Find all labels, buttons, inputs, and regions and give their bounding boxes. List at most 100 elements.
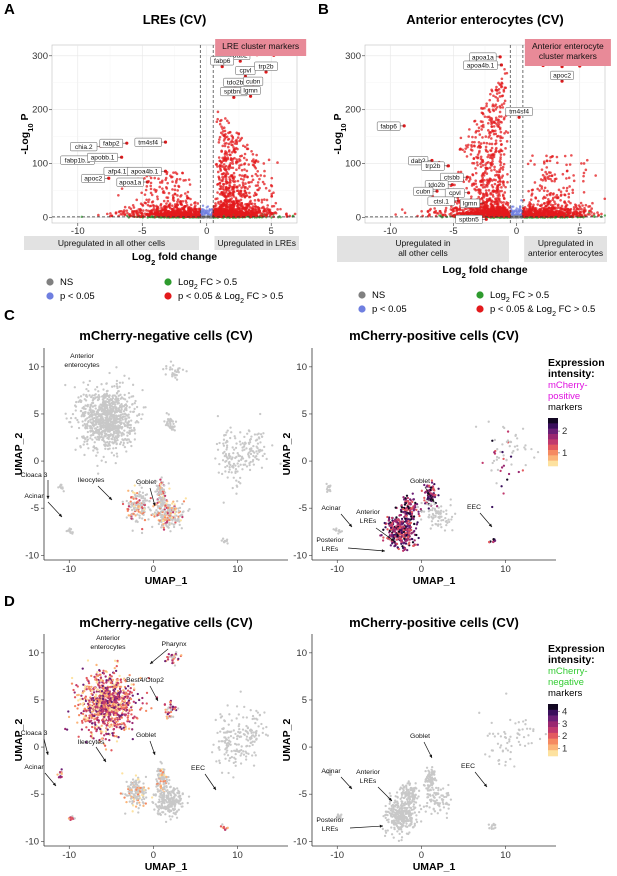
- point-sig: [239, 198, 243, 202]
- point-sig: [548, 212, 552, 215]
- gene-label: cpvl: [240, 68, 252, 75]
- point-sig: [553, 206, 557, 209]
- x-tick-label: 0: [204, 226, 209, 237]
- cell-point: [74, 448, 77, 451]
- point-sig: [251, 210, 254, 213]
- point-p: [520, 199, 523, 202]
- gene-label: cpvl: [449, 190, 461, 197]
- point-sig: [483, 206, 487, 210]
- point-sig: [489, 178, 493, 181]
- point-sig: [230, 157, 233, 161]
- point-sig: [171, 210, 175, 213]
- point-sig: [484, 189, 488, 192]
- point-sig: [488, 142, 491, 146]
- cell-point: [86, 430, 90, 434]
- point-sig: [151, 200, 155, 203]
- cell-point: [116, 455, 119, 458]
- point-sig: [481, 205, 484, 209]
- point-sig: [156, 209, 160, 213]
- point-sig: [235, 198, 238, 201]
- point-sig: [473, 119, 477, 123]
- point-sig: [493, 200, 496, 204]
- point-sig: [487, 115, 491, 119]
- point-sig: [263, 182, 266, 186]
- point-sig: [232, 171, 236, 175]
- point-sig: [487, 136, 491, 139]
- point-sig: [246, 147, 250, 151]
- point-sig: [486, 209, 489, 213]
- point-sig: [231, 162, 235, 165]
- point-sig: [485, 194, 489, 197]
- point-sig: [496, 99, 500, 102]
- point-sig: [469, 211, 472, 215]
- point-sig: [171, 188, 174, 191]
- point-sig: [498, 150, 501, 154]
- gene-label: lgmn: [243, 88, 258, 95]
- point-sig: [236, 136, 240, 139]
- point-sig: [475, 123, 479, 126]
- cell-point: [104, 460, 107, 464]
- point-sig: [216, 183, 219, 186]
- point-sig: [186, 196, 189, 200]
- point-sig: [214, 202, 217, 205]
- point-sig: [471, 173, 475, 177]
- point-sig: [219, 200, 223, 204]
- point-sig: [543, 186, 547, 190]
- point-sig: [496, 203, 499, 207]
- point-sig: [547, 201, 551, 205]
- point-sig: [506, 203, 510, 207]
- point-sig: [543, 210, 547, 214]
- point-sig: [241, 181, 245, 184]
- point-p: [517, 209, 521, 213]
- point-sig: [478, 189, 482, 193]
- point-sig: [434, 209, 438, 213]
- point-sig: [539, 215, 543, 218]
- point-sig: [494, 149, 498, 153]
- point-sig: [228, 191, 231, 195]
- y-tick-label: -5: [31, 503, 39, 514]
- point-sig: [236, 207, 240, 210]
- point-sig: [164, 185, 168, 189]
- point-sig: [503, 72, 507, 75]
- point-sig: [223, 129, 227, 133]
- point-sig: [503, 131, 506, 135]
- point-sig: [152, 204, 156, 208]
- point-sig: [246, 175, 249, 178]
- point-sig: [476, 163, 479, 167]
- point-sig: [219, 131, 223, 135]
- point-fc: [80, 215, 83, 219]
- point-sig: [225, 153, 229, 156]
- point-sig: [545, 159, 549, 163]
- point-sig: [140, 191, 143, 195]
- point-sig: [455, 206, 459, 210]
- point-sig: [238, 173, 242, 177]
- point-sig: [285, 214, 289, 217]
- point-sig: [477, 129, 480, 133]
- point-sig: [260, 206, 264, 210]
- point-sig: [128, 206, 131, 209]
- point-sig: [276, 208, 279, 211]
- gene-label: trp2b: [259, 63, 274, 70]
- point-sig: [476, 145, 480, 149]
- point-sig: [226, 198, 230, 202]
- point-sig: [223, 207, 226, 211]
- point-sig: [494, 139, 498, 142]
- point-sig: [265, 198, 269, 202]
- point-sig: [484, 148, 488, 151]
- point-sig: [155, 213, 159, 216]
- point-sig: [231, 166, 235, 170]
- point-sig: [244, 145, 247, 149]
- point-sig: [498, 194, 501, 197]
- point-sig: [502, 153, 506, 156]
- point-sig: [180, 206, 184, 210]
- point-sig: [220, 172, 224, 176]
- point-sig: [565, 203, 569, 207]
- point-sig: [492, 190, 495, 194]
- point-sig: [220, 125, 223, 128]
- point-sig: [563, 207, 567, 210]
- point-sig: [228, 185, 232, 188]
- point-sig: [231, 144, 234, 147]
- point-sig: [444, 206, 448, 210]
- point-sig: [467, 135, 471, 138]
- point-sig: [506, 173, 509, 176]
